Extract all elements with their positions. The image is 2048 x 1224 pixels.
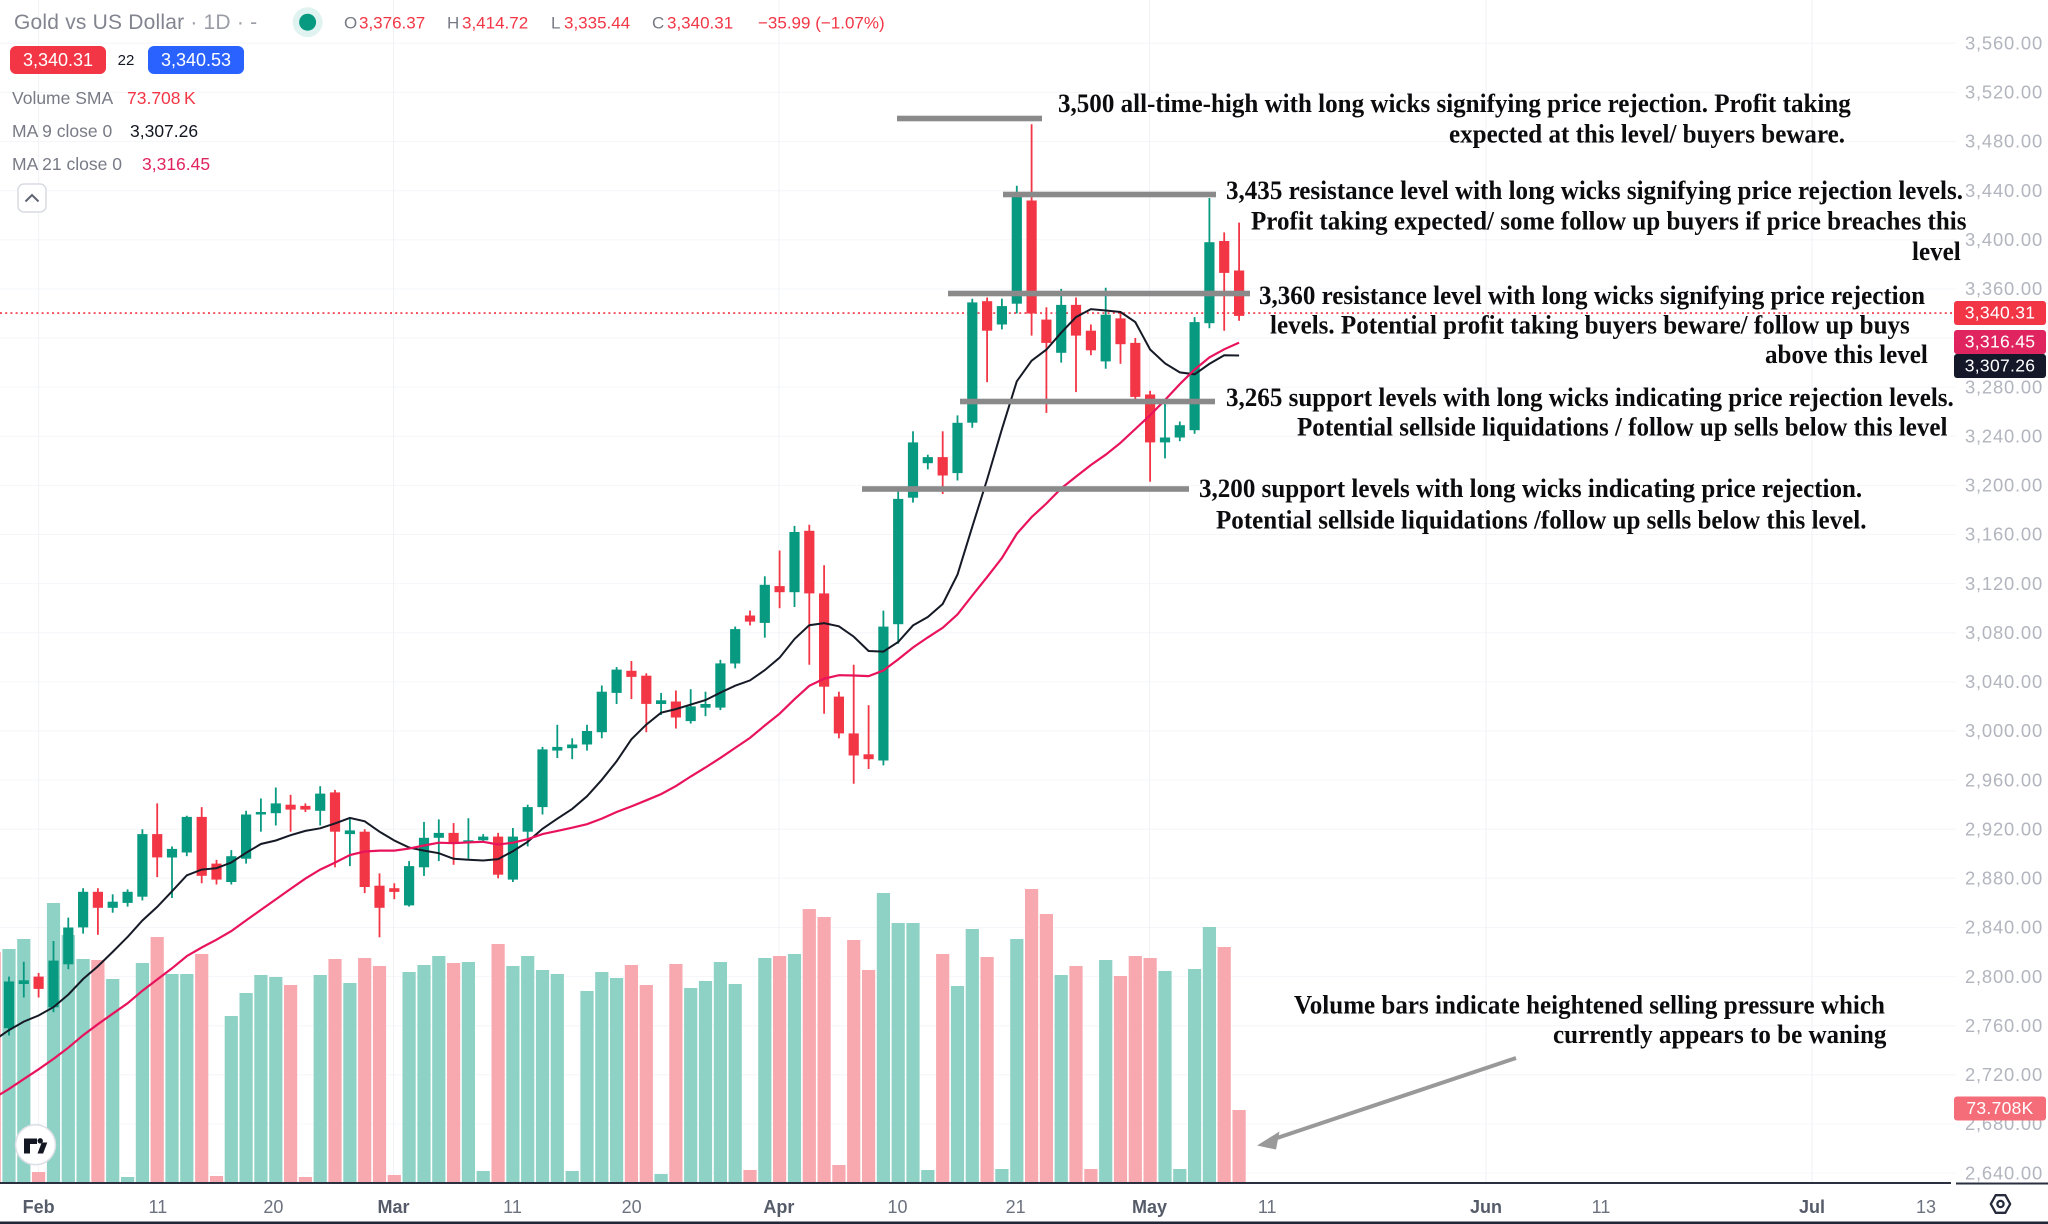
svg-text:MA 21 close 0 3,316.45: MA 21 close 0 3,316.45 — [12, 154, 210, 174]
svg-text:3,400.00: 3,400.00 — [1965, 229, 2043, 250]
svg-text:3,360.00: 3,360.00 — [1965, 278, 2043, 299]
svg-text:3,560.00: 3,560.00 — [1965, 33, 2043, 54]
svg-text:2,840.00: 2,840.00 — [1965, 917, 2043, 938]
svg-text:3,360 resistance level with lo: 3,360 resistance level with long wicks s… — [1259, 280, 1925, 310]
svg-text:Potential sellside liquidation: Potential sellside liquidations /follow … — [1216, 505, 1867, 535]
svg-text:May: May — [1132, 1197, 1167, 1217]
svg-text:2,880.00: 2,880.00 — [1965, 868, 2043, 889]
svg-text:3,440.00: 3,440.00 — [1965, 180, 2043, 201]
svg-text:Profit taking expected/ some f: Profit taking expected/ some follow up b… — [1251, 206, 1967, 236]
svg-text:Jun: Jun — [1470, 1197, 1502, 1217]
svg-text:3,200.00: 3,200.00 — [1965, 475, 2043, 496]
svg-text:3,280.00: 3,280.00 — [1965, 376, 2043, 397]
svg-text:2,960.00: 2,960.00 — [1965, 769, 2043, 790]
svg-text:20: 20 — [263, 1197, 283, 1217]
svg-text:3,080.00: 3,080.00 — [1965, 622, 2043, 643]
svg-text:21: 21 — [1006, 1197, 1026, 1217]
svg-text:11: 11 — [1258, 1197, 1277, 1217]
svg-text:levels. Potential profit takin: levels. Potential profit taking buyers b… — [1270, 310, 1910, 340]
svg-text:3,500 all-time-high with long: 3,500 all-time-high with long wicks sign… — [1058, 88, 1851, 118]
svg-text:3,240.00: 3,240.00 — [1965, 426, 2043, 447]
svg-text:3,000.00: 3,000.00 — [1965, 720, 2043, 741]
svg-text:73.708K: 73.708K — [1966, 1098, 2033, 1118]
svg-text:13: 13 — [1916, 1197, 1936, 1217]
svg-text:Jul: Jul — [1799, 1197, 1825, 1217]
svg-text:11: 11 — [149, 1197, 168, 1217]
svg-text:Mar: Mar — [377, 1197, 409, 1217]
svg-text:2,760.00: 2,760.00 — [1965, 1015, 2043, 1036]
svg-text:Apr: Apr — [763, 1197, 794, 1217]
svg-text:3,120.00: 3,120.00 — [1965, 573, 2043, 594]
svg-text:3,265 support levels with long: 3,265 support levels with long wicks ind… — [1226, 382, 1954, 412]
svg-text:MA 9 close 0 3,307.26: MA 9 close 0 3,307.26 — [12, 121, 198, 141]
svg-text:3,435 resistance level with lo: 3,435 resistance level with long wicks s… — [1226, 175, 1963, 205]
svg-text:2,800.00: 2,800.00 — [1965, 966, 2043, 987]
svg-text:3,160.00: 3,160.00 — [1965, 524, 2043, 545]
svg-text:11: 11 — [503, 1197, 522, 1217]
svg-text:3,340.31: 3,340.31 — [1965, 303, 2036, 323]
svg-text:3,520.00: 3,520.00 — [1965, 82, 2043, 103]
svg-text:Gold vs US Dollar · 1D · -: Gold vs US Dollar · 1D · - — [14, 11, 257, 34]
svg-text:3,316.45: 3,316.45 — [1965, 332, 2036, 352]
svg-text:3,480.00: 3,480.00 — [1965, 131, 2043, 152]
svg-text:20: 20 — [622, 1197, 642, 1217]
svg-text:Potential sellside liquidation: Potential sellside liquidations / follow… — [1297, 412, 1948, 442]
svg-text:3,307.26: 3,307.26 — [1965, 356, 2036, 376]
svg-text:currently appears to be waning: currently appears to be waning — [1553, 1019, 1886, 1049]
svg-text:2,640.00: 2,640.00 — [1965, 1162, 2043, 1183]
svg-text:2,720.00: 2,720.00 — [1965, 1064, 2043, 1085]
svg-text:22: 22 — [118, 52, 135, 69]
svg-text:above this level: above this level — [1765, 339, 1928, 369]
svg-text:3,040.00: 3,040.00 — [1965, 671, 2043, 692]
svg-text:3,200 support levels with long: 3,200 support levels with long wicks ind… — [1199, 473, 1862, 503]
svg-text:Volume bars indicate heightene: Volume bars indicate heightened selling … — [1294, 990, 1885, 1020]
svg-text:Feb: Feb — [23, 1197, 55, 1217]
svg-text:3,340.53: 3,340.53 — [161, 50, 231, 70]
svg-text:2,920.00: 2,920.00 — [1965, 818, 2043, 839]
svg-text:10: 10 — [887, 1197, 907, 1217]
svg-text:level: level — [1912, 236, 1961, 266]
svg-text:3,340.31: 3,340.31 — [23, 50, 93, 70]
svg-text:Volume SMA 73.708 K: Volume SMA 73.708 K — [12, 88, 196, 108]
svg-text:11: 11 — [1592, 1197, 1611, 1217]
svg-text:expected at this level/ buyers: expected at this level/ buyers beware. — [1449, 119, 1845, 149]
